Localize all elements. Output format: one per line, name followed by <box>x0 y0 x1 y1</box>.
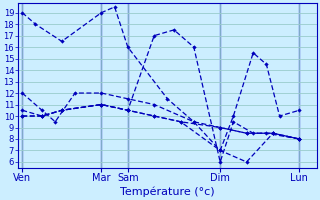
X-axis label: Température (°c): Température (°c) <box>120 186 215 197</box>
